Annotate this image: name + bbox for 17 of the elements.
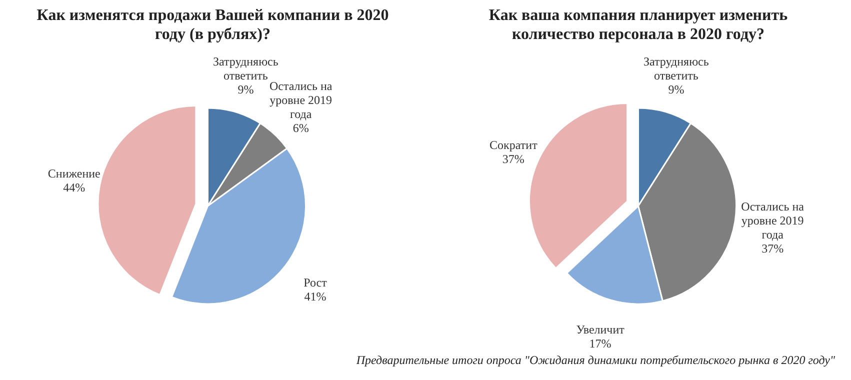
- data-label: 37%: [762, 241, 784, 256]
- chart-title: Как ваша компания планирует изменить количество персонала в 2020 году?: [488, 7, 788, 43]
- slice-label: Остались на уровне 2019 года: [741, 199, 805, 242]
- slice-label: Снижение: [48, 166, 100, 181]
- slice-label: Увеличит: [576, 322, 626, 337]
- slice-label: Сократит: [490, 138, 538, 152]
- data-label: 6%: [292, 120, 309, 135]
- text: Предварительные итоги опроса "Ожидания динамики потребительского рынка в 2020 году": [355, 353, 836, 367]
- data-label: 9%: [668, 82, 684, 96]
- data-label: 41%: [304, 289, 326, 304]
- data-label: 17%: [589, 336, 612, 351]
- data-label: 44%: [63, 180, 86, 195]
- chart-title: Как изменятся продажи Вашей компании в 2020 году (в рублях)?: [36, 7, 389, 43]
- data-label: 9%: [238, 82, 254, 96]
- slice-label: Рост: [304, 275, 328, 290]
- data-label: 37%: [502, 152, 524, 166]
- slice-label: Затрудняюсь ответить: [644, 54, 710, 82]
